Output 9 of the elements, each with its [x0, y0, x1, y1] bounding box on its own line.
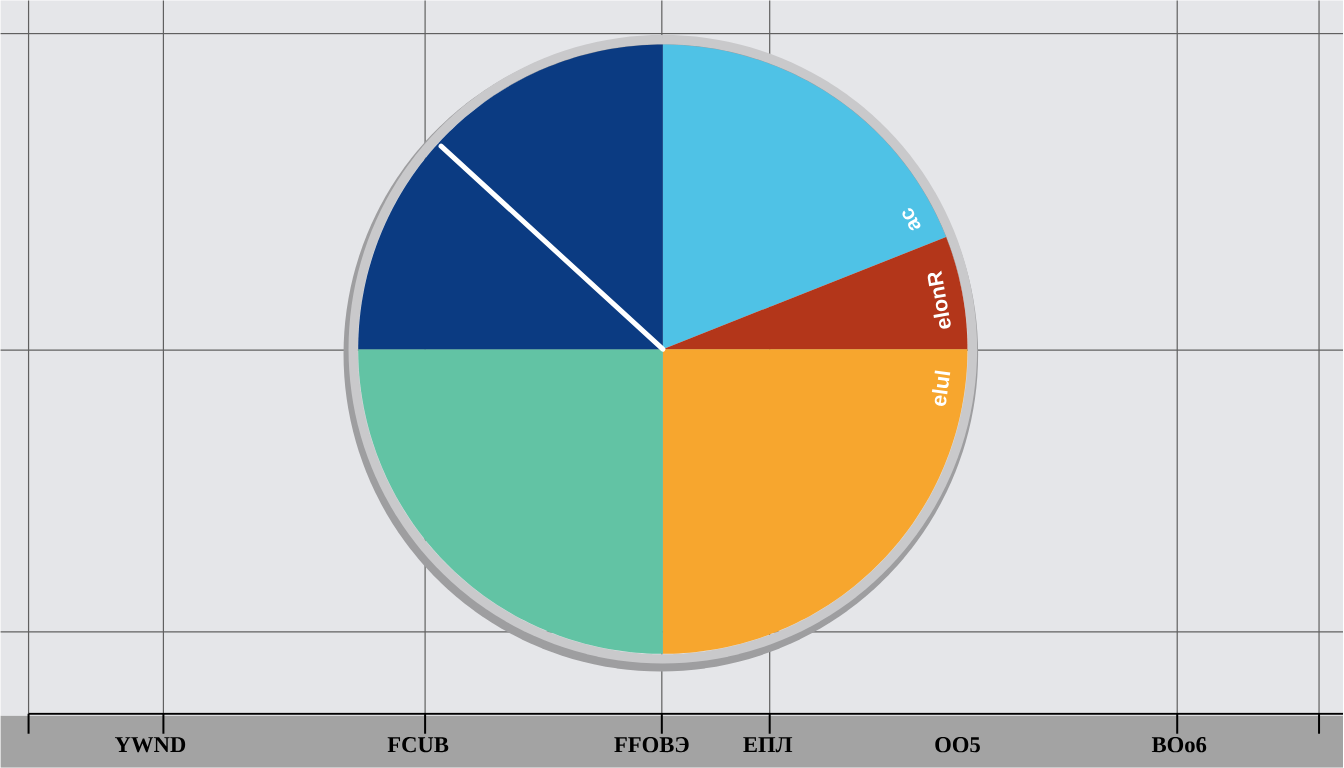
text: BOo6	[1151, 737, 1207, 753]
slice-label: elonR	[927, 270, 951, 329]
text: OO5	[935, 737, 980, 753]
text: FCUB	[387, 737, 449, 753]
text: FFOBЭ	[614, 737, 689, 753]
text: EПЛ	[743, 737, 793, 753]
slice-label: elul	[931, 370, 951, 407]
slice-label: ac	[902, 208, 921, 231]
text: YWND	[114, 737, 186, 753]
